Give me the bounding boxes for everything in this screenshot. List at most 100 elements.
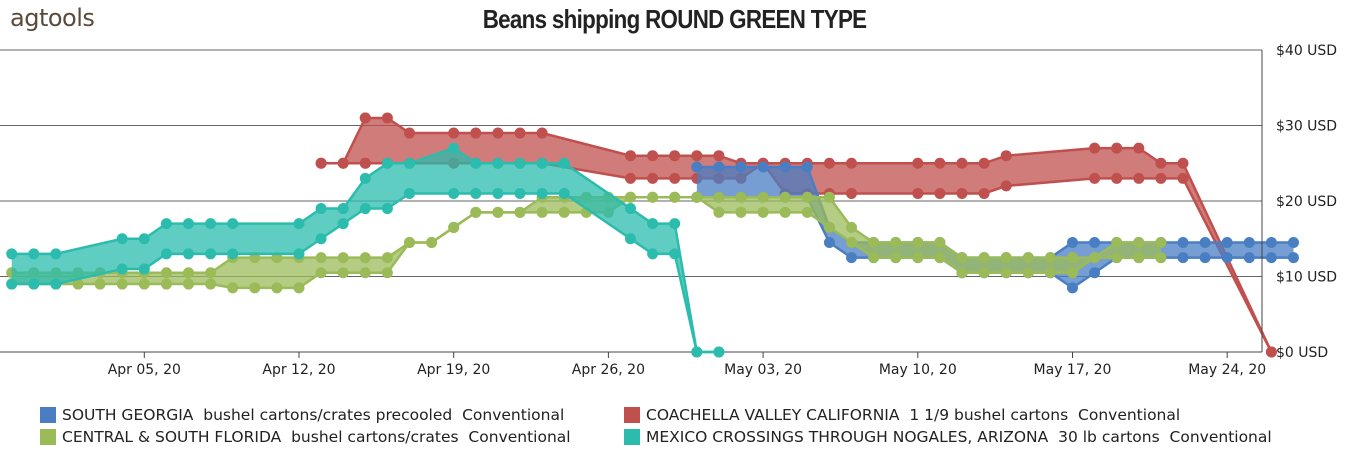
series-areas: [6, 112, 1299, 358]
low-point: [337, 267, 349, 279]
high-point: [337, 203, 349, 215]
low-point: [160, 248, 172, 260]
low-point: [381, 267, 393, 279]
low-point: [1089, 252, 1101, 264]
low-point: [846, 252, 857, 264]
high-point: [868, 237, 880, 249]
low-point: [1067, 267, 1078, 279]
low-point: [735, 206, 747, 218]
high-point: [1133, 237, 1145, 249]
low-point: [558, 206, 570, 218]
high-point: [890, 237, 902, 249]
low-point: [94, 278, 106, 290]
legend-row: SOUTH GEORGIA bushel cartons/crates prec…: [40, 404, 1340, 426]
low-point: [890, 252, 902, 264]
high-point: [160, 267, 172, 279]
high-point: [381, 252, 393, 264]
high-point: [735, 161, 747, 173]
y-tick-label: $20 USD: [1276, 194, 1337, 210]
low-point: [116, 278, 128, 290]
legend-swatch: [40, 407, 56, 423]
high-point: [669, 150, 681, 162]
legend-item-coachella-valley[interactable]: COACHELLA VALLEY CALIFORNIA 1 1/9 bushel…: [624, 406, 1180, 424]
high-point: [337, 252, 349, 264]
range-area: [321, 117, 1272, 352]
low-point: [138, 278, 150, 290]
low-point: [625, 191, 636, 203]
high-point: [691, 161, 703, 173]
low-point: [492, 187, 504, 199]
low-point: [1265, 252, 1277, 264]
legend-row: CENTRAL & SOUTH FLORIDA bushel cartons/c…: [40, 426, 1340, 448]
high-point: [691, 150, 703, 162]
low-point: [359, 267, 371, 279]
low-point: [359, 157, 371, 169]
legend-label: COACHELLA VALLEY CALIFORNIA 1 1/9 bushel…: [646, 406, 1181, 424]
high-point: [492, 127, 504, 139]
high-point: [359, 172, 371, 184]
high-point: [160, 218, 172, 230]
high-point: [1199, 237, 1211, 249]
high-point: [757, 161, 769, 173]
legend-item-mexico-nogales[interactable]: MEXICO CROSSINGS THROUGH NOGALES, ARIZON…: [624, 428, 1272, 446]
low-point: [72, 278, 84, 290]
high-point: [1000, 150, 1012, 162]
high-point: [1243, 237, 1255, 249]
high-point: [713, 161, 725, 173]
low-point: [1067, 282, 1078, 294]
high-point: [779, 191, 791, 203]
low-point: [1089, 172, 1101, 184]
low-point: [138, 263, 150, 275]
y-axis: $0 USD $10 USD $20 USD $30 USD $40 USD: [1261, 43, 1337, 361]
y-tick-label: $30 USD: [1276, 119, 1337, 135]
high-point: [138, 233, 150, 245]
low-point: [404, 237, 415, 249]
low-point: [1089, 267, 1101, 279]
high-point: [315, 203, 327, 215]
high-point: [912, 157, 924, 169]
x-axis: Apr 05, 20 Apr 12, 20 Apr 19, 20 Apr 26, 20…: [108, 352, 1266, 378]
high-point: [912, 237, 924, 249]
high-point: [293, 218, 305, 230]
low-point: [1111, 172, 1123, 184]
legend-item-south-georgia[interactable]: SOUTH GEORGIA bushel cartons/crates prec…: [40, 406, 624, 424]
high-point: [735, 191, 747, 203]
low-point: [1133, 252, 1145, 264]
low-point: [757, 206, 769, 218]
low-point: [691, 346, 703, 358]
high-point: [625, 150, 636, 162]
low-point: [1111, 252, 1123, 264]
high-point: [1177, 157, 1189, 169]
range-area: [11, 197, 1161, 288]
legend-swatch: [40, 429, 56, 445]
high-point: [1000, 252, 1012, 264]
low-point: [647, 248, 659, 260]
legend-item-central-south-florida[interactable]: CENTRAL & SOUTH FLORIDA bushel cartons/c…: [40, 428, 624, 446]
low-point: [978, 267, 990, 279]
low-point: [1000, 180, 1012, 192]
low-point: [669, 248, 681, 260]
high-point: [757, 191, 769, 203]
x-tick-label: Apr 19, 20: [417, 362, 490, 378]
high-point: [183, 267, 194, 279]
low-point: [1177, 172, 1189, 184]
x-tick-label: Apr 26, 20: [572, 362, 645, 378]
high-point: [1067, 252, 1078, 264]
high-point: [470, 127, 482, 139]
high-point: [315, 252, 327, 264]
high-point: [801, 161, 813, 173]
low-point: [713, 206, 725, 218]
high-point: [1089, 142, 1101, 154]
series-1: [315, 112, 1277, 358]
high-point: [1288, 237, 1299, 249]
low-point: [293, 248, 305, 260]
low-point: [1155, 172, 1167, 184]
high-point: [1111, 142, 1123, 154]
high-point: [448, 127, 460, 139]
high-point: [514, 127, 526, 139]
low-point: [448, 221, 460, 233]
low-point: [183, 278, 194, 290]
low-point: [912, 252, 924, 264]
low-point: [669, 172, 681, 184]
